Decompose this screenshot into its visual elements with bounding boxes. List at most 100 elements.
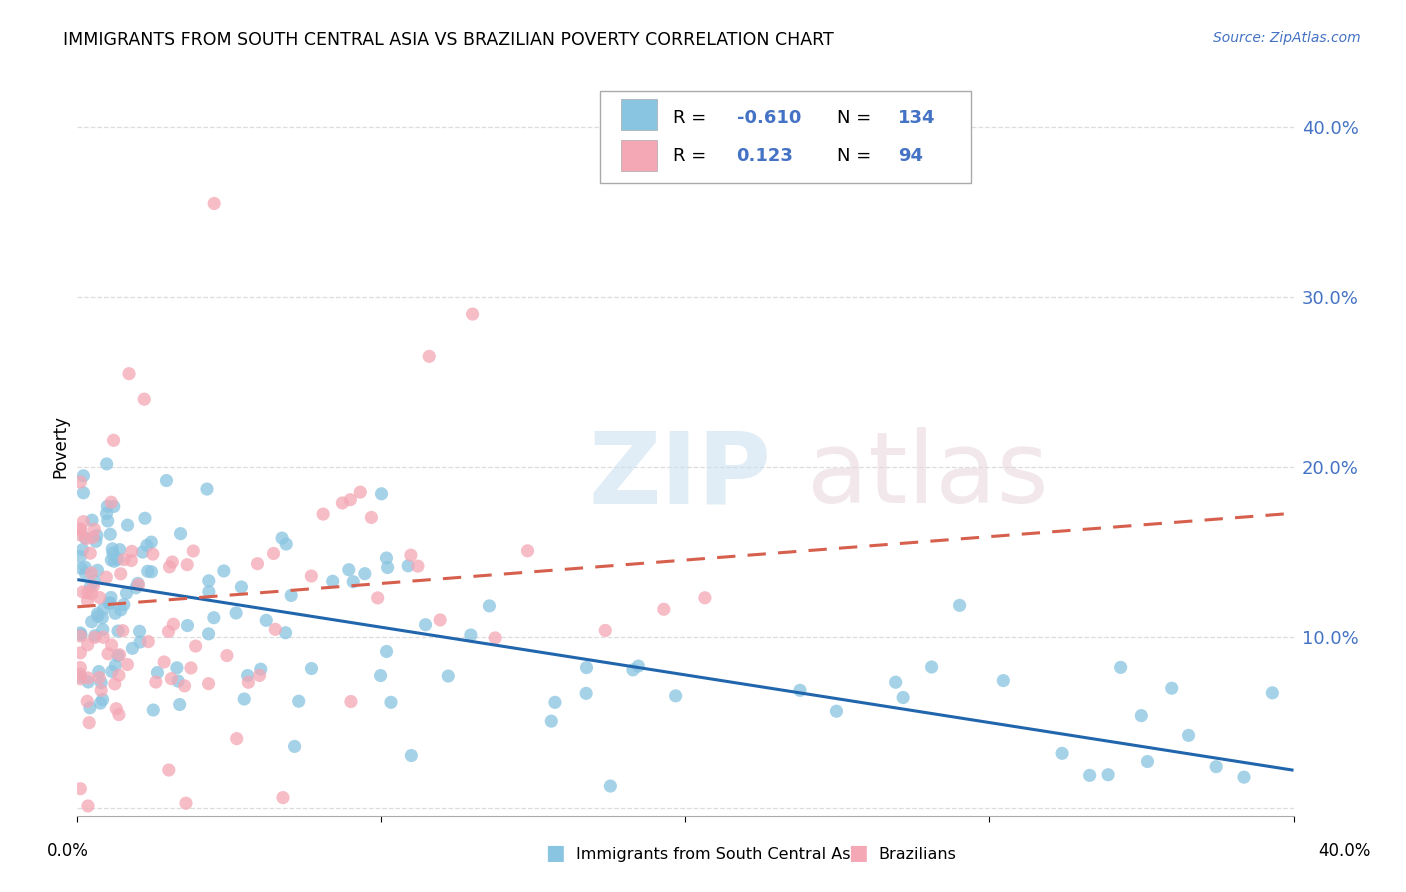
Brazilians bbox=[312, 507, 335, 521]
Brazilians bbox=[340, 694, 363, 708]
Brazilians bbox=[89, 671, 111, 685]
Brazilians bbox=[484, 631, 506, 645]
Brazilians bbox=[263, 546, 285, 560]
Brazilians bbox=[367, 591, 389, 605]
Immigrants from South Central Asia bbox=[377, 560, 399, 574]
Immigrants from South Central Asia bbox=[301, 661, 323, 675]
Immigrants from South Central Asia bbox=[110, 603, 132, 617]
Text: ZIP: ZIP bbox=[588, 427, 770, 524]
Immigrants from South Central Asia bbox=[169, 526, 191, 541]
Brazilians bbox=[181, 544, 204, 558]
Immigrants from South Central Asia bbox=[825, 704, 848, 718]
Immigrants from South Central Asia bbox=[96, 500, 118, 514]
Brazilians bbox=[118, 367, 141, 381]
Immigrants from South Central Asia bbox=[396, 558, 419, 573]
Immigrants from South Central Asia bbox=[86, 563, 108, 577]
Brazilians bbox=[264, 623, 287, 637]
Immigrants from South Central Asia bbox=[87, 609, 110, 624]
Immigrants from South Central Asia bbox=[337, 563, 360, 577]
Immigrants from South Central Asia bbox=[1078, 768, 1101, 782]
Brazilians bbox=[75, 532, 97, 546]
Immigrants from South Central Asia bbox=[1160, 681, 1182, 696]
Brazilians bbox=[91, 630, 114, 644]
Immigrants from South Central Asia bbox=[198, 584, 221, 599]
Brazilians bbox=[127, 578, 149, 592]
FancyBboxPatch shape bbox=[600, 91, 972, 183]
Brazilians bbox=[215, 648, 238, 663]
Brazilians bbox=[332, 496, 354, 510]
Brazilians bbox=[110, 566, 132, 581]
Brazilians bbox=[72, 585, 94, 599]
Immigrants from South Central Asia bbox=[544, 695, 567, 709]
Brazilians bbox=[69, 522, 91, 536]
Immigrants from South Central Asia bbox=[212, 564, 235, 578]
Brazilians bbox=[120, 553, 142, 567]
Brazilians bbox=[360, 510, 382, 524]
Immigrants from South Central Asia bbox=[342, 574, 364, 589]
Immigrants from South Central Asia bbox=[86, 607, 108, 621]
Immigrants from South Central Asia bbox=[84, 629, 107, 643]
Brazilians bbox=[79, 546, 101, 560]
Immigrants from South Central Asia bbox=[370, 487, 392, 501]
Brazilians bbox=[89, 591, 111, 605]
Immigrants from South Central Asia bbox=[101, 546, 124, 560]
Immigrants from South Central Asia bbox=[195, 482, 218, 496]
Immigrants from South Central Asia bbox=[72, 485, 94, 500]
Immigrants from South Central Asia bbox=[1205, 760, 1227, 774]
Immigrants from South Central Asia bbox=[83, 574, 105, 588]
Brazilians bbox=[80, 566, 103, 581]
Immigrants from South Central Asia bbox=[70, 561, 93, 575]
Immigrants from South Central Asia bbox=[103, 500, 125, 514]
Immigrants from South Central Asia bbox=[70, 628, 93, 642]
Immigrants from South Central Asia bbox=[322, 574, 344, 589]
Immigrants from South Central Asia bbox=[115, 586, 138, 600]
Text: N =: N = bbox=[838, 109, 877, 128]
Immigrants from South Central Asia bbox=[136, 564, 159, 578]
Immigrants from South Central Asia bbox=[91, 692, 114, 706]
Text: ■: ■ bbox=[546, 843, 565, 863]
Immigrants from South Central Asia bbox=[949, 599, 972, 613]
Immigrants from South Central Asia bbox=[1050, 747, 1073, 761]
Immigrants from South Central Asia bbox=[87, 665, 110, 679]
Immigrants from South Central Asia bbox=[1233, 770, 1256, 784]
Brazilians bbox=[174, 796, 197, 810]
Immigrants from South Central Asia bbox=[1177, 728, 1199, 742]
Immigrants from South Central Asia bbox=[125, 581, 148, 595]
Brazilians bbox=[418, 349, 440, 363]
Brazilians bbox=[238, 675, 260, 690]
Immigrants from South Central Asia bbox=[146, 665, 169, 680]
Brazilians bbox=[96, 570, 118, 584]
Immigrants from South Central Asia bbox=[621, 663, 644, 677]
Immigrants from South Central Asia bbox=[104, 658, 127, 673]
Brazilians bbox=[100, 495, 122, 509]
Immigrants from South Central Asia bbox=[79, 580, 101, 594]
Immigrants from South Central Asia bbox=[280, 589, 302, 603]
Brazilians bbox=[117, 657, 139, 672]
Brazilians bbox=[80, 587, 103, 601]
Brazilians bbox=[83, 579, 105, 593]
Immigrants from South Central Asia bbox=[884, 675, 907, 690]
Immigrants from South Central Asia bbox=[627, 659, 650, 673]
Immigrants from South Central Asia bbox=[167, 674, 190, 689]
Brazilians bbox=[157, 624, 180, 639]
Immigrants from South Central Asia bbox=[287, 694, 309, 708]
Immigrants from South Central Asia bbox=[69, 549, 91, 564]
Immigrants from South Central Asia bbox=[380, 695, 402, 709]
Brazilians bbox=[349, 485, 371, 500]
Immigrants from South Central Asia bbox=[97, 596, 120, 610]
Brazilians bbox=[299, 569, 322, 583]
Brazilians bbox=[76, 638, 98, 652]
Immigrants from South Central Asia bbox=[121, 641, 143, 656]
Immigrants from South Central Asia bbox=[96, 507, 118, 521]
Brazilians bbox=[202, 196, 225, 211]
Immigrants from South Central Asia bbox=[80, 513, 103, 527]
Immigrants from South Central Asia bbox=[198, 574, 221, 588]
Immigrants from South Central Asia bbox=[1109, 660, 1132, 674]
Immigrants from South Central Asia bbox=[107, 624, 129, 638]
FancyBboxPatch shape bbox=[621, 99, 658, 130]
Immigrants from South Central Asia bbox=[100, 553, 122, 567]
Immigrants from South Central Asia bbox=[100, 591, 122, 605]
Immigrants from South Central Asia bbox=[274, 625, 297, 640]
Immigrants from South Central Asia bbox=[155, 474, 177, 488]
Brazilians bbox=[105, 702, 128, 716]
